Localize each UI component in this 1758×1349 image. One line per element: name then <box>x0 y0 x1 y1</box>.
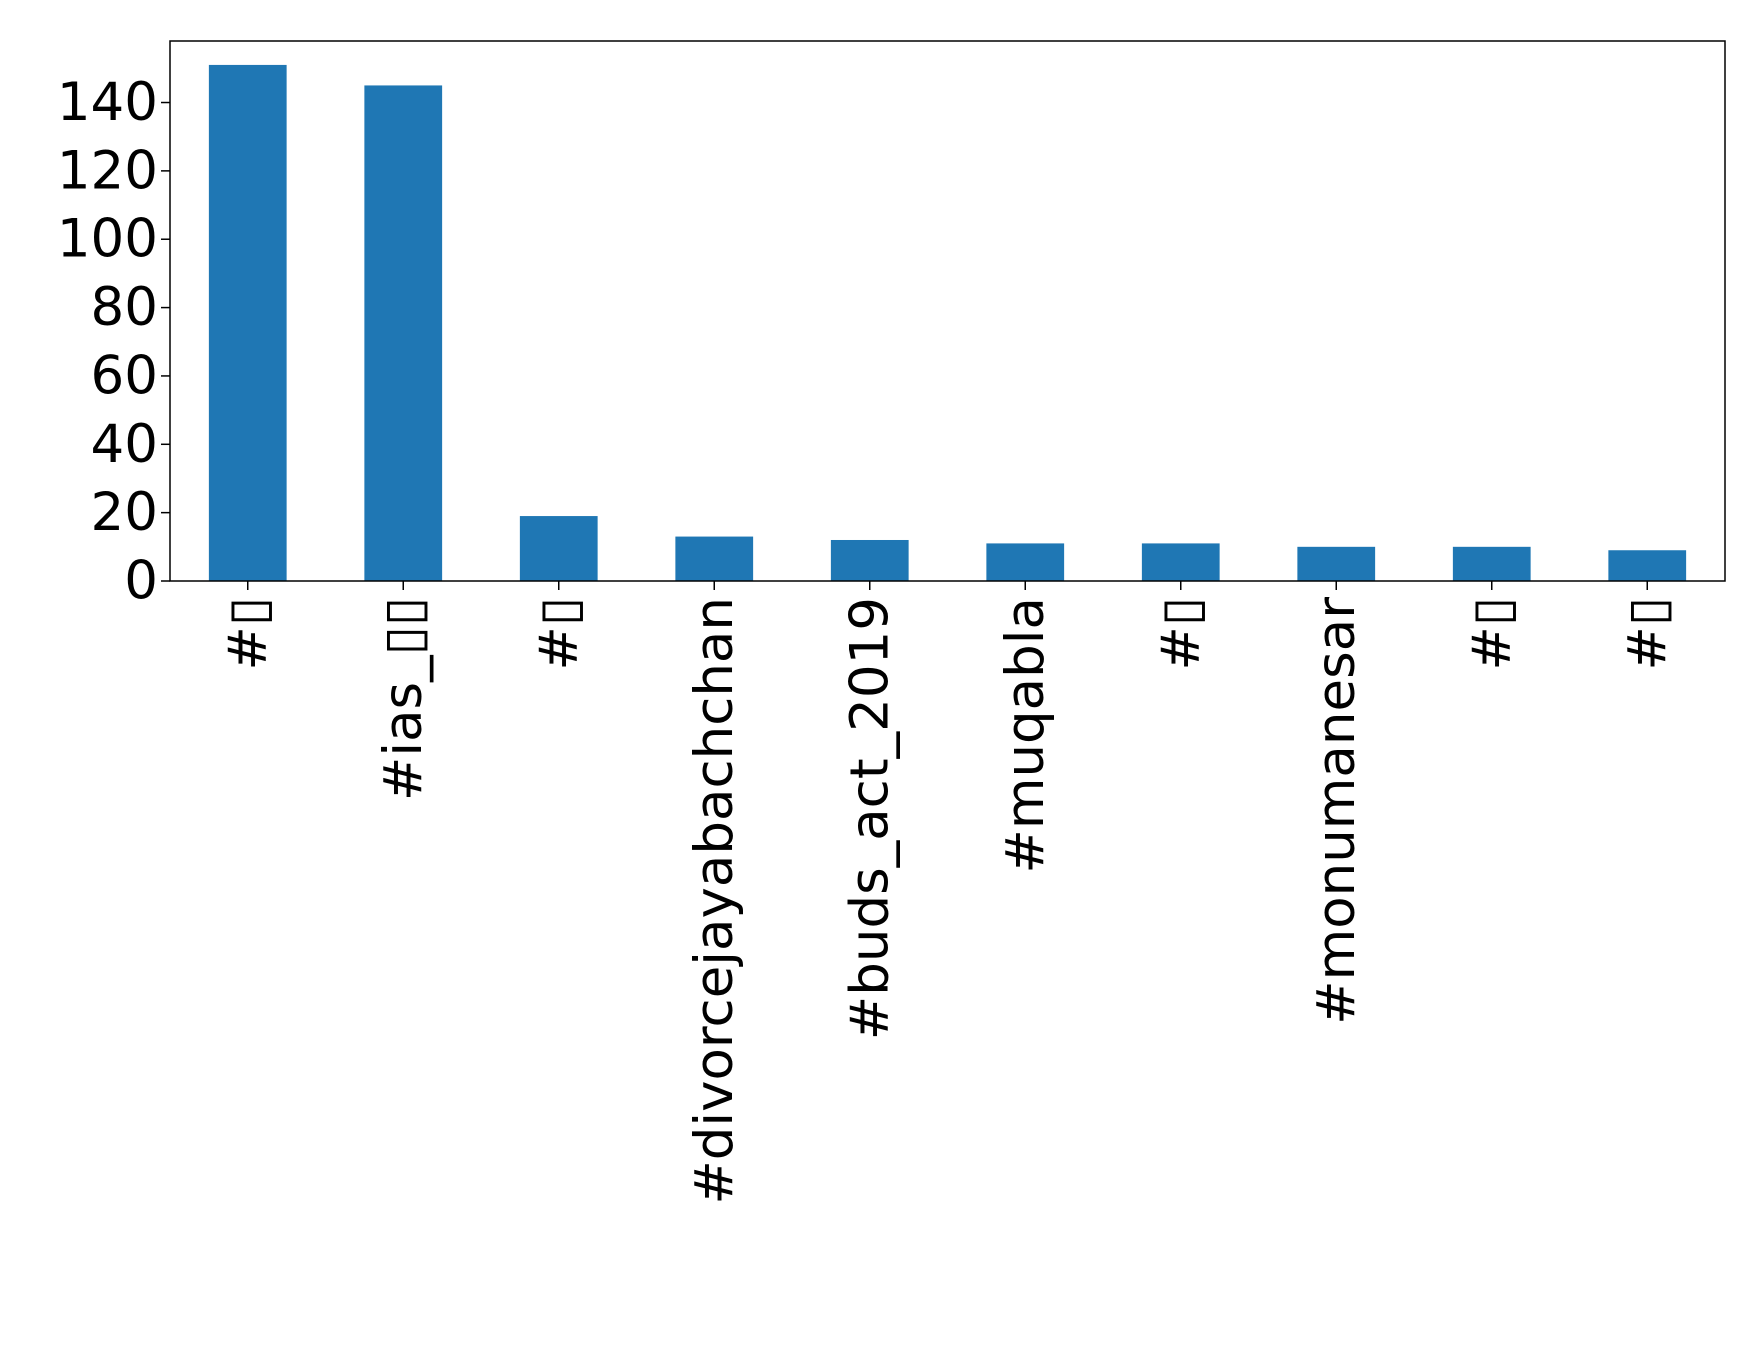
bar-8 <box>1452 546 1531 581</box>
y-tick-label-6: 120 <box>57 140 158 201</box>
x-tick-label-3: #divorcejayabachchan <box>684 597 745 1205</box>
y-tick-label-7: 140 <box>57 72 158 133</box>
y-tick-label-1: 20 <box>91 482 158 543</box>
x-tick-label-5: #muqabla <box>995 597 1056 874</box>
plot-frame <box>169 40 1726 582</box>
y-tick-label-2: 40 <box>91 414 158 475</box>
y-tick-label-5: 100 <box>57 209 158 270</box>
bar-1 <box>364 85 443 581</box>
x-axis: #▯ #ias_▯▯ #▯ #divorcejayabachchan #buds_act… <box>217 581 1678 1205</box>
x-tick-label-8: #▯ <box>1461 597 1522 671</box>
bar-0 <box>208 64 287 581</box>
bar-6 <box>1141 543 1220 581</box>
x-tick-label-0: #▯ <box>217 597 278 671</box>
y-tick-label-0: 0 <box>124 551 158 612</box>
x-tick-label-6: #▯ <box>1150 597 1211 671</box>
x-tick-label-9: #▯ <box>1617 597 1678 671</box>
x-tick-label-1: #ias_▯▯ <box>373 597 434 801</box>
x-tick-label-2: #▯ <box>528 597 589 671</box>
bar-3 <box>675 536 754 581</box>
y-tick-label-4: 80 <box>91 277 158 338</box>
bars-layer <box>208 64 1687 581</box>
bar-2 <box>519 516 598 581</box>
bar-4 <box>830 539 909 581</box>
bar-7 <box>1297 546 1376 581</box>
x-tick-label-4: #buds_act_2019 <box>839 597 900 1040</box>
y-axis: 0 20 40 60 80 100 120 140 <box>57 72 170 612</box>
x-tick-label-7: #monumanesar <box>1306 597 1367 1025</box>
bar-5 <box>986 543 1065 581</box>
y-tick-label-3: 60 <box>91 345 158 406</box>
bar-9 <box>1608 550 1687 581</box>
